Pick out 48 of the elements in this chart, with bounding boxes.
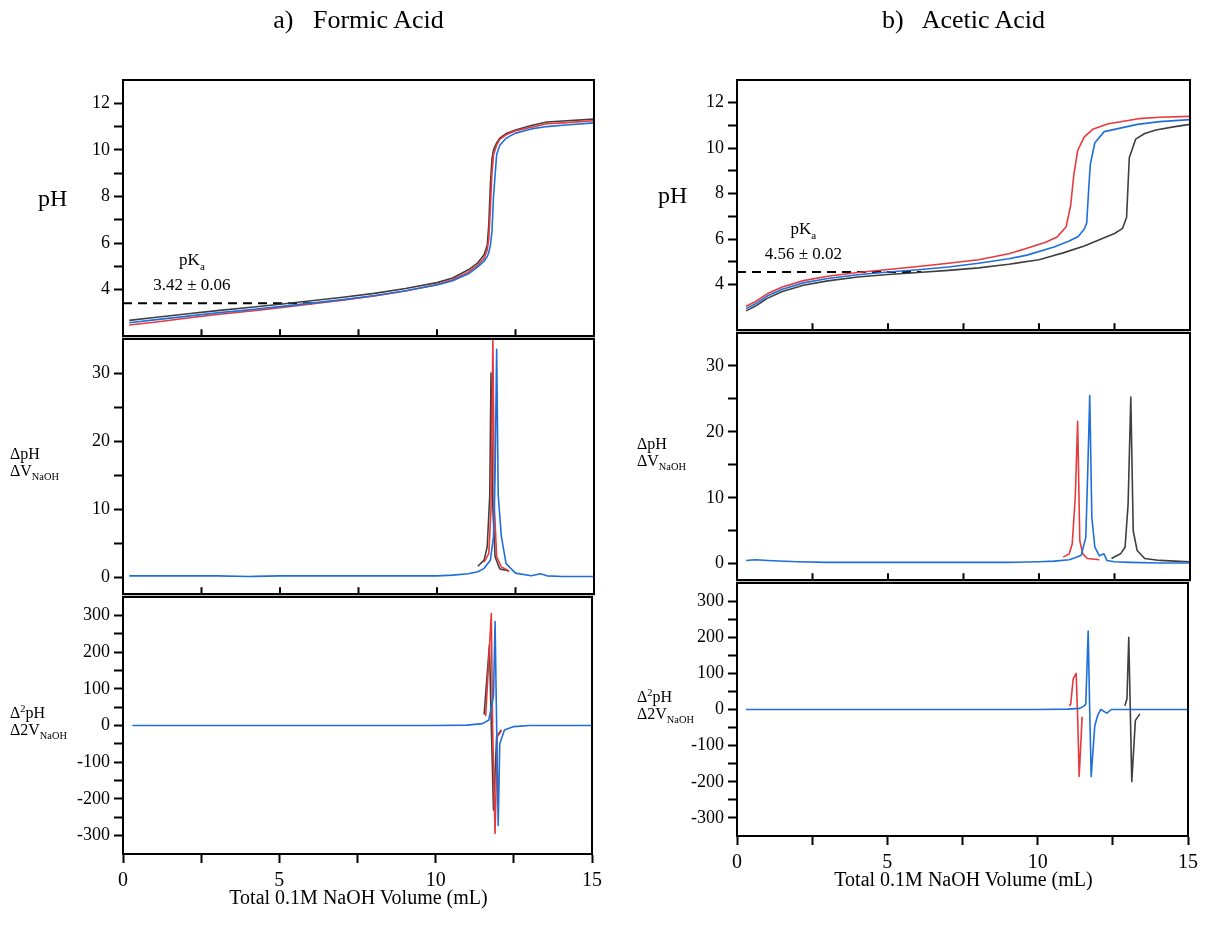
y-tick-label: 30	[706, 354, 724, 375]
y-tick-label: 8	[101, 185, 110, 206]
y-tick-label: 6	[101, 231, 110, 252]
annotation: 3.42 ± 0.06	[153, 275, 231, 296]
x-tick-label: 0	[732, 850, 742, 873]
y-tick-label: 100	[83, 677, 110, 698]
y-tick-label: -100	[691, 734, 724, 755]
y-tick-label: -200	[77, 787, 110, 808]
y-tick-label: 0	[715, 698, 724, 719]
y-tick-label: 10	[92, 497, 110, 518]
x-tick-label: 0	[118, 868, 128, 891]
y-tick-label: -300	[77, 824, 110, 845]
y-tick-label: 20	[92, 429, 110, 450]
y-tick-label: -300	[691, 806, 724, 827]
y-tick-label: 8	[715, 182, 724, 203]
y-tick-label: 4	[715, 273, 724, 294]
y-tick-label: 10	[706, 486, 724, 507]
chart-title: a) Formic Acid	[272, 5, 445, 35]
y-axis-title: pH	[38, 184, 68, 211]
y-tick-label: 0	[101, 714, 110, 735]
x-tick-label: 15	[1178, 850, 1198, 873]
y-tick-label: 30	[92, 361, 110, 382]
y-tick-label: 0	[101, 565, 110, 586]
chart-title: b) Acetic Acid	[880, 5, 1047, 35]
y-tick-label: 10	[706, 136, 724, 157]
y-tick-label: 6	[715, 227, 724, 248]
x-tick-label: 15	[582, 868, 602, 891]
y-tick-label: 4	[101, 278, 110, 299]
y-tick-label: 12	[706, 91, 724, 112]
y-tick-label: 100	[697, 662, 724, 683]
y-tick-label: 20	[706, 420, 724, 441]
y-axis-title: Δ$^{2}$pH Δ2V$_{NaOH}$	[10, 702, 67, 742]
y-axis-title: ΔpH ΔV$_{NaOH}$	[10, 445, 59, 483]
y-tick-label: -200	[691, 770, 724, 791]
y-axis-title: pH	[658, 181, 688, 208]
annotation: pK$_{a}$	[179, 250, 205, 272]
y-axis-title: ΔpH ΔV$_{NaOH}$	[637, 435, 686, 473]
annotation: pK$_{a}$	[790, 219, 817, 241]
y-tick-label: 300	[83, 604, 110, 625]
y-tick-label: 12	[92, 92, 110, 113]
y-tick-label: -100	[77, 750, 110, 771]
y-tick-label: 0	[715, 552, 724, 573]
y-tick-label: 10	[92, 138, 110, 159]
y-tick-label: 300	[697, 589, 724, 610]
annotation: 4.56 ± 0.02	[764, 243, 842, 264]
y-tick-label: 200	[83, 640, 110, 661]
y-axis-title: Δ$^{2}$pH Δ2V$_{NaOH}$	[637, 686, 694, 726]
y-tick-label: 200	[697, 625, 724, 646]
